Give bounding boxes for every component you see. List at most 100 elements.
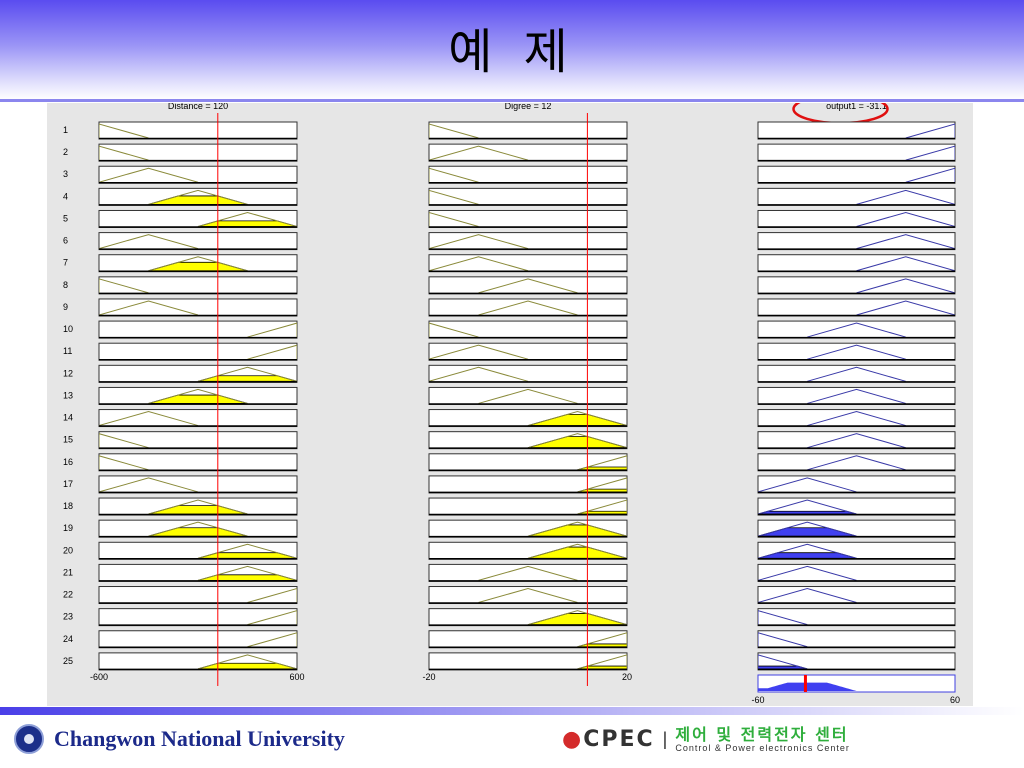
input-mf-curve [577, 654, 627, 670]
cpec-logo-text: CPEC [583, 727, 655, 752]
input-mf-curve [527, 521, 627, 537]
input-mf-curve [247, 322, 297, 338]
rule-number: 20 [63, 545, 73, 555]
input-mf-curve [247, 344, 297, 360]
rule-row-8: 8 [63, 276, 956, 295]
input-mf-curve [148, 499, 248, 515]
rule-number: 15 [63, 435, 73, 445]
rule-row-19: 19 [63, 519, 956, 538]
mf-plot-box [98, 630, 298, 649]
rule-row-5: 5 [63, 209, 956, 228]
rule-viewer: Distance = 120 Digree = 12 output1 = -31.1… [63, 103, 960, 705]
mf-plot-box [98, 276, 298, 295]
rule-number: 6 [63, 236, 68, 246]
mf-plot-box [757, 386, 956, 405]
mf-plot-box [98, 409, 298, 428]
output-mf-curve [856, 278, 955, 294]
output-mf-fill [758, 510, 857, 515]
rule-number: 22 [63, 590, 73, 600]
input-mf-curve [577, 499, 627, 515]
range-min-label-1: -20 [422, 672, 435, 682]
input-mf-curve [478, 388, 578, 404]
mf-plot-box [428, 254, 628, 273]
rule-number: 9 [63, 302, 68, 312]
range-min-label-0: -600 [90, 672, 108, 682]
input-mf-curve [148, 256, 248, 272]
input-mf-curve [99, 123, 149, 139]
aggregate-output-fill [758, 682, 955, 691]
input-mf-curve [527, 433, 627, 449]
mf-plot-box [428, 364, 628, 383]
output-mf-curve [758, 610, 808, 626]
mf-plot-box [757, 586, 956, 605]
mf-plot-box [428, 386, 628, 405]
rule-number: 11 [63, 346, 72, 356]
rule-number: 3 [63, 169, 68, 179]
range-max-label-0: 600 [289, 672, 304, 682]
input-mf-curve [577, 477, 627, 493]
output-mf-curve [807, 344, 906, 360]
rule-row-15: 15 [63, 431, 956, 450]
mf-plot-box [428, 165, 628, 184]
mf-plot-box [757, 608, 956, 627]
input-mf-curve [429, 211, 479, 227]
mf-plot-box [757, 320, 956, 339]
input-mf-curve [197, 366, 297, 382]
rule-row-25: 25 [63, 652, 956, 671]
input-mf-curve [99, 300, 199, 316]
header-divider [0, 99, 1024, 102]
output-mf-curve [758, 565, 857, 581]
range-min-label-2: -60 [751, 695, 764, 705]
rule-number: 25 [63, 656, 73, 666]
input-mf-curve [478, 278, 578, 294]
mf-plot-box [757, 630, 956, 649]
input-mf-curve [429, 256, 529, 272]
input-mf-curve [99, 477, 199, 493]
input-mf-curve [527, 610, 627, 626]
mf-plot-box [757, 254, 956, 273]
mf-plot-box [757, 563, 956, 582]
rule-row-4: 4 [63, 187, 956, 206]
mf-plot-box [757, 475, 956, 494]
rule-row-20: 20 [63, 541, 956, 560]
output-mf-curve [856, 300, 955, 316]
rule-row-14: 14 [63, 409, 956, 428]
input-mf-curve [429, 234, 529, 250]
mf-plot-box [428, 298, 628, 317]
mf-plot-box [757, 121, 956, 140]
output-mf-curve [856, 234, 955, 250]
rule-row-22: 22 [63, 586, 956, 605]
mf-plot-box [98, 232, 298, 251]
mf-plot-box [757, 364, 956, 383]
mf-plot-box [757, 143, 956, 162]
input-mf-curve [478, 588, 578, 604]
slide-title: 예 제 [448, 24, 576, 80]
input-mf-curve [527, 411, 627, 427]
mf-plot-box [757, 276, 956, 295]
mf-plot-box [757, 209, 956, 228]
mf-plot-box [428, 320, 628, 339]
input-mf-curve [99, 411, 199, 427]
mf-plot-box [98, 453, 298, 472]
input-mf-curve [478, 300, 578, 316]
input-mf-curve [429, 322, 479, 338]
output-mf-curve [807, 455, 906, 471]
mf-plot-box [98, 342, 298, 361]
rule-number: 24 [63, 634, 73, 644]
rule-number: 13 [63, 390, 73, 400]
rule-number: 23 [63, 612, 73, 622]
rule-number: 1 [63, 125, 68, 135]
mf-plot-box [98, 475, 298, 494]
input-mf-curve [197, 654, 297, 670]
mf-plot-box [428, 342, 628, 361]
input-mf-curve [99, 433, 149, 449]
mf-plot-box [757, 298, 956, 317]
rule-row-11: 11 [63, 342, 956, 361]
mf-plot-box [98, 320, 298, 339]
rule-number: 5 [63, 213, 68, 223]
mf-plot-box [757, 342, 956, 361]
output-mf-curve [905, 123, 955, 139]
rule-row-12: 12 [63, 364, 956, 383]
rule-number: 17 [63, 479, 73, 489]
input-mf-curve [429, 167, 479, 183]
